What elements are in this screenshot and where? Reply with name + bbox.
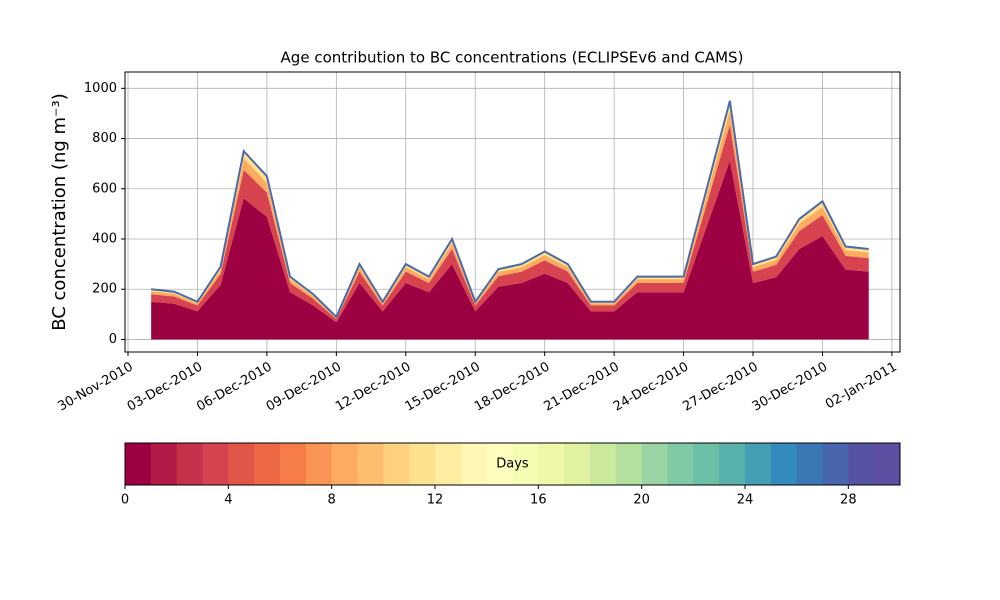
x-tick-label: 06-Dec-2010 [194,360,274,415]
colorbar-swatch [615,443,643,485]
y-tick-label: 600 [92,181,117,196]
x-tick-label: 12-Dec-2010 [333,360,413,415]
colorbar-swatch [770,443,798,485]
colorbar-swatch [486,443,513,485]
colorbar-swatch [719,443,746,485]
colorbar-swatch [305,443,333,485]
colorbar-swatch [280,443,307,485]
colorbar-swatch [745,443,772,485]
x-tick-label: 27-Dec-2010 [680,360,760,415]
colorbar-tick-label: 8 [328,493,336,508]
colorbar-swatch [254,443,281,485]
x-tick-label: 30-Dec-2010 [750,360,830,415]
x-tick-label: 15-Dec-2010 [403,360,483,415]
colorbar-swatch [228,443,255,485]
y-tick-label: 800 [92,131,117,146]
colorbar-frame [124,442,901,486]
colorbar-swatch [460,443,488,485]
colorbar-swatch [693,443,720,485]
colorbar-swatch [822,443,849,485]
plot-frame [124,71,901,353]
colorbar-swatch [125,443,152,485]
colorbar-swatch [848,443,875,485]
colorbar-swatch [357,443,384,485]
colorbar-tick-label: 12 [427,493,444,508]
colorbar-swatch [331,443,358,485]
y-tick-label: 0 [109,332,117,347]
colorbar-swatch [564,443,591,485]
colorbar-swatch [512,443,539,485]
colorbar-swatch [874,443,901,485]
x-tick-label: 02-Jan-2011 [823,360,900,413]
colorbar-swatch [667,443,694,485]
colorbar-swatch [538,443,565,485]
colorbar-swatch [176,443,203,485]
colorbar-tick-label: 20 [633,493,650,508]
colorbar-tick-label: 16 [530,493,547,508]
colorbar-swatch [409,443,436,485]
top-edge [151,100,869,319]
x-tick-label: 09-Dec-2010 [264,360,344,415]
x-tick-label: 18-Dec-2010 [472,360,552,415]
colorbar-swatch [202,443,229,485]
colorbar-swatch [796,443,823,485]
x-tick-label: 21-Dec-2010 [541,360,621,415]
x-tick-label: 24-Dec-2010 [611,360,691,415]
colorbar-swatch [435,443,462,485]
area-layer [151,124,869,323]
y-axis-label: BC concentration (ng m⁻³) [49,93,70,331]
colorbar-label: Days [496,457,529,472]
colorbar-tick-label: 24 [737,493,754,508]
colorbar-tick-label: 0 [121,493,129,508]
colorbar-swatch [383,443,410,485]
colorbar-tick-label: 4 [224,493,232,508]
colorbar-swatch [590,443,617,485]
y-tick-label: 200 [92,282,117,297]
colorbar-swatch [641,443,668,485]
y-tick-label: 1000 [84,81,117,96]
x-tick-label: 03-Dec-2010 [125,360,205,415]
colorbar-tick-label: 28 [840,493,857,508]
colorbar-swatch [150,443,178,485]
y-tick-label: 400 [92,231,117,246]
area-layer [151,160,869,340]
chart-title: Age contribution to BC concentrations (E… [281,49,744,67]
x-tick-label: 30-Nov-2010 [55,360,135,415]
